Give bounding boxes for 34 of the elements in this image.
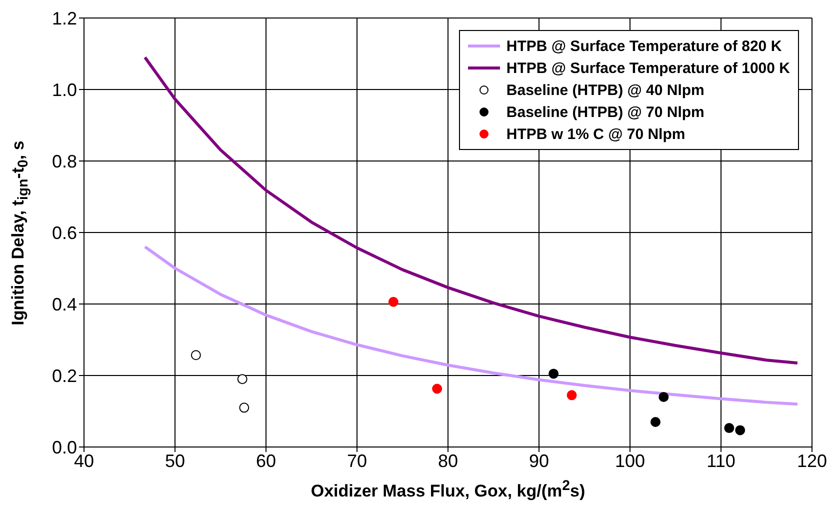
legend-label: HTPB @ Surface Temperature of 1000 K — [506, 60, 790, 76]
line-series — [143, 245, 799, 406]
legend-label: Baseline (HTPB) @ 40 Nlpm — [506, 82, 704, 98]
point — [548, 368, 559, 379]
point — [658, 392, 669, 402]
y-tick-label: 0.4 — [52, 294, 77, 314]
point — [237, 374, 248, 384]
x-tick-label: 80 — [438, 450, 458, 471]
point — [388, 296, 398, 307]
legend-label: HTPB @ Surface Temperature of 820 K — [506, 38, 782, 54]
point — [650, 416, 660, 427]
x-axis-title: Oxidizer Mass Flux, Gox, kg/(m$^{2}$s) — [310, 478, 586, 502]
y-tick-label: 0.8 — [52, 151, 77, 172]
legend-label: HTPB w 1% C @ 70 Nlpm — [506, 126, 686, 142]
point — [566, 390, 577, 400]
point — [432, 384, 442, 394]
x-tick-label: 90 — [528, 450, 550, 471]
y-tick-label: 0.6 — [52, 222, 77, 243]
x-tick-label: 50 — [164, 450, 186, 471]
point — [239, 402, 250, 413]
x-tick-label: 110 — [706, 450, 736, 471]
y-tick-label: 0.0 — [52, 437, 77, 458]
x-tick-label: 120 — [796, 450, 828, 471]
point — [724, 423, 734, 434]
x-tick-label: 100 — [614, 450, 646, 471]
y-tick-label: 1.2 — [52, 8, 77, 28]
y-tick-label: 0.2 — [52, 366, 77, 386]
y-tick-label: 1.0 — [52, 80, 77, 100]
line-series — [143, 56, 799, 364]
point — [190, 350, 201, 360]
x-tick-label: 70 — [346, 450, 368, 471]
legend-label: Baseline (HTPB) @ 70 Nlpm — [506, 104, 704, 120]
x-tick-label: 60 — [256, 450, 276, 471]
point — [735, 425, 746, 436]
